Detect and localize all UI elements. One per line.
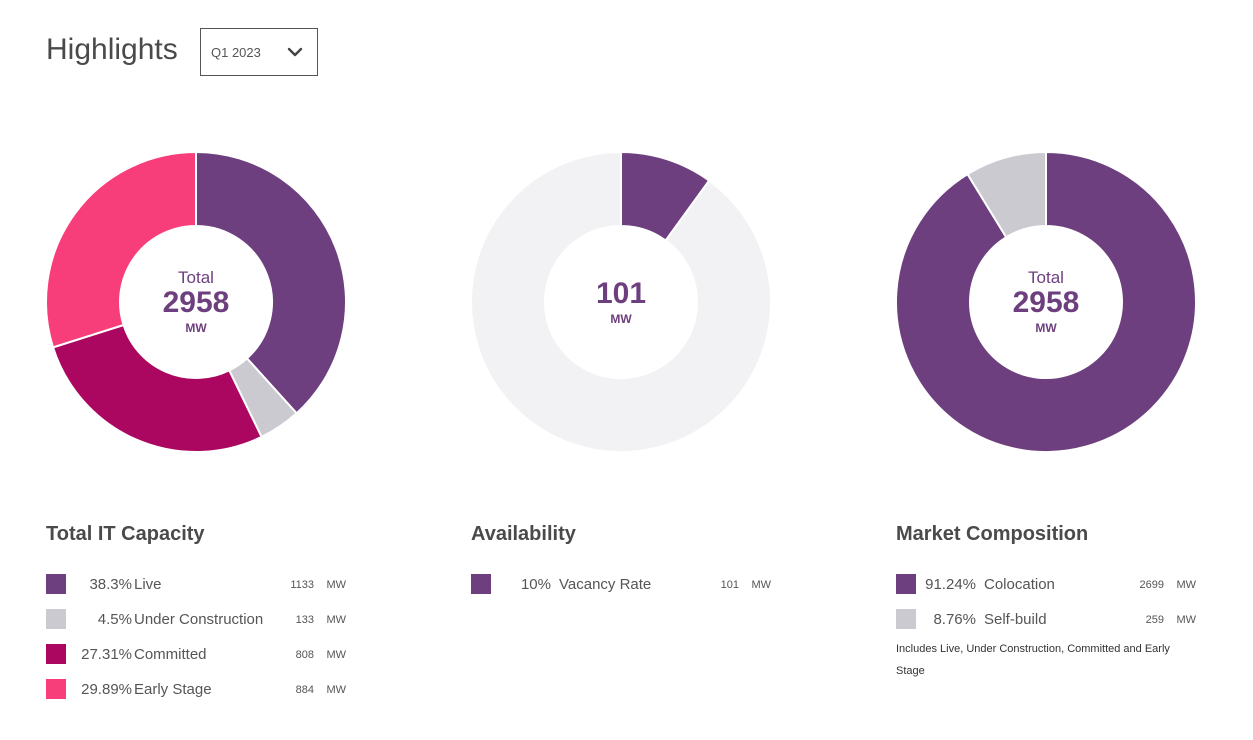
legend-row-self-build: 8.76% Self-build 259 MW (896, 609, 1196, 644)
legend-mw-unit: MW (326, 579, 346, 591)
legend-mw-unit: MW (1176, 579, 1196, 591)
legend-label: Colocation (984, 576, 1055, 593)
legend-swatch (46, 609, 66, 629)
legend-row-colocation: 91.24% Colocation 2699 MW (896, 574, 1196, 609)
legend-mw-value: 101 (720, 579, 739, 591)
legend-label: Under Construction (134, 611, 264, 628)
legend-pct: 10% (520, 576, 551, 593)
composition-donut-chart: Total 2958 MW (895, 150, 1197, 453)
legend-mw-unit: MW (326, 614, 346, 626)
legend-mw-value: 259 (1145, 614, 1164, 626)
composition-note: Includes Live, Under Construction, Commi… (896, 643, 1170, 677)
legend-mw-unit: MW (1176, 614, 1196, 626)
legend-label: Committed (134, 646, 207, 663)
slice-committed[interactable] (51, 323, 263, 453)
legend-pct: 4.5% (97, 611, 132, 628)
composition-section-title: Market Composition (896, 523, 1089, 545)
legend-swatch (46, 574, 66, 594)
legend-mw-unit: MW (326, 649, 346, 661)
legend-pct: 91.24% (925, 576, 976, 593)
slice-remainder[interactable] (470, 150, 772, 453)
legend-mw-unit: MW (326, 684, 346, 696)
composition-section: Market Composition 91.24% Colocation 269… (896, 522, 1196, 682)
availability-section-title: Availability (471, 523, 576, 545)
legend-swatch (896, 609, 916, 629)
chevron-down-icon (287, 47, 303, 57)
legend-label: Self-build (984, 611, 1047, 628)
legend-swatch (46, 644, 66, 664)
availability-donut-svg (470, 150, 772, 453)
legend-pct: 29.89% (81, 681, 132, 698)
period-select[interactable]: Q1 2023 (200, 28, 318, 76)
period-select-value: Q1 2023 (211, 44, 261, 60)
capacity-section: Total IT Capacity 38.3% Live 1133 MW 4.5… (46, 522, 346, 714)
legend-pct: 38.3% (89, 576, 132, 593)
legend-row-vacancy-rate: 10% Vacancy Rate 101 MW (471, 574, 771, 609)
slice-self-build[interactable] (966, 150, 1047, 239)
availability-donut-chart: 101 MW (470, 150, 772, 453)
legend-mw-unit: MW (751, 579, 771, 591)
legend-mw-value: 133 (295, 614, 314, 626)
slice-colocation[interactable] (895, 150, 1197, 453)
legend-mw-value: 808 (295, 649, 314, 661)
legend-row-committed: 27.31% Committed 808 MW (46, 644, 346, 679)
legend-row-under-construction: 4.5% Under Construction 133 MW (46, 609, 346, 644)
legend-swatch (471, 574, 491, 594)
capacity-section-title: Total IT Capacity (46, 523, 205, 545)
slice-early-stage[interactable] (45, 150, 197, 349)
legend-mw-value: 1133 (290, 579, 314, 591)
legend-swatch (896, 574, 916, 594)
legend-swatch (46, 679, 66, 699)
legend-row-early-stage: 29.89% Early Stage 884 MW (46, 679, 346, 714)
legend-mw-value: 884 (295, 684, 314, 696)
availability-section: Availability 10% Vacancy Rate 101 MW (471, 522, 771, 609)
legend-row-live: 38.3% Live 1133 MW (46, 574, 346, 609)
legend-pct: 8.76% (933, 611, 976, 628)
legend-pct: 27.31% (81, 646, 132, 663)
legend-label: Early Stage (134, 681, 212, 698)
capacity-donut-chart: Total 2958 MW (45, 150, 347, 453)
page-title: Highlights (46, 33, 178, 66)
slice-live[interactable] (195, 150, 347, 415)
legend-label: Live (134, 576, 162, 593)
composition-donut-svg (895, 150, 1197, 453)
legend-mw-value: 2699 (1139, 579, 1164, 591)
legend-label: Vacancy Rate (559, 576, 652, 593)
capacity-donut-svg (45, 150, 347, 453)
